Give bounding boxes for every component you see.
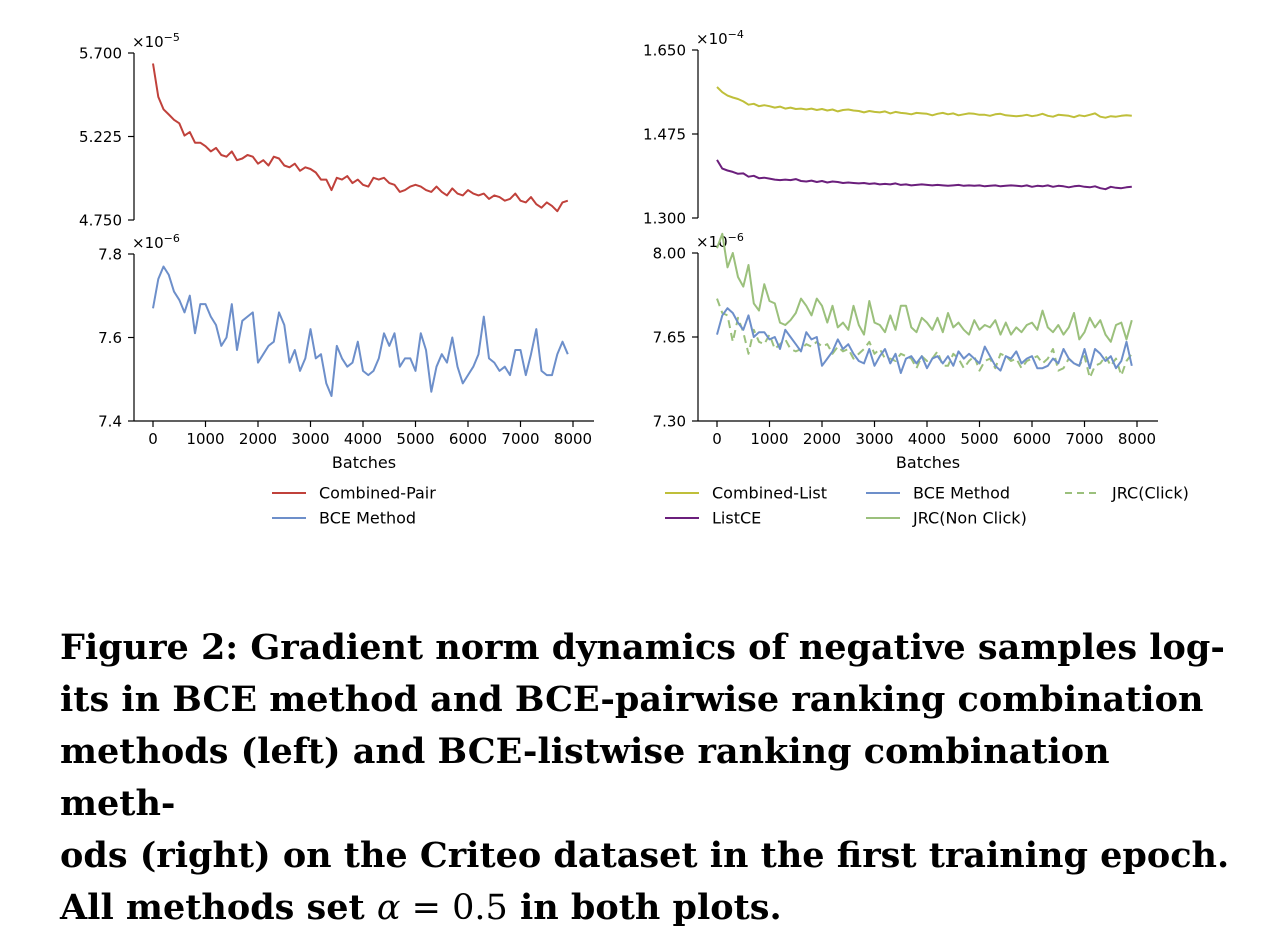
x-tick-label: 4000 (344, 430, 382, 448)
chart-bottom-right: 8.007.657.30×10−60 1000 2000 3000 4000 5000 60… (653, 231, 1158, 472)
caption-suffix: in both plots. (507, 887, 782, 928)
x-tick-label: 0 (712, 430, 722, 448)
x-axis-label: Batches (332, 453, 396, 472)
x-tick-label: 8000 (554, 430, 592, 448)
figure-caption: Figure 2: Gradient norm dynamics of nega… (60, 622, 1230, 934)
legend-label: BCE Method (913, 484, 1010, 503)
x-tick-label: 6000 (1013, 430, 1051, 448)
x-tick-label: 2000 (239, 430, 277, 448)
caption-line: methods (left) and BCE-listwise ranking … (60, 731, 1110, 824)
x-tick-label: 1000 (750, 430, 788, 448)
caption-alpha: α (376, 888, 401, 928)
series-line-combined-pair (152, 63, 569, 213)
y-tick-label: 7.8 (98, 246, 122, 264)
x-axis-label: Batches (896, 453, 960, 472)
x-tick-label: 7000 (501, 430, 539, 448)
series-line-jrc-click- (716, 298, 1133, 379)
x-tick-label: 3000 (291, 430, 329, 448)
x-tick-label: 3000 (855, 430, 893, 448)
legend-label: JRC(Click) (1111, 484, 1189, 503)
legend-left: Combined-Pair BCE Method (272, 484, 436, 528)
chart-top-left: 5.700 5.225 4.750 ×10−5 (79, 31, 569, 230)
scale-exponent: −6 (164, 232, 180, 245)
x-tick-label: 7000 (1065, 430, 1103, 448)
x-tick-label: 0 (148, 430, 158, 448)
scale-offset-label: ×10−5 (132, 31, 180, 51)
series-line-jrc-non-click- (716, 232, 1133, 343)
y-tick-label: 7.4 (98, 413, 122, 431)
x-tick-label: 5000 (396, 430, 434, 448)
y-tick-label: 1.650 (643, 42, 686, 60)
legend-label: BCE Method (319, 509, 416, 528)
x-tick-label: 5000 (960, 430, 998, 448)
x-tick-label: 2000 (803, 430, 841, 448)
scale-exponent: −5 (164, 31, 180, 44)
legend-label: JRC(Non Click) (912, 509, 1027, 528)
caption-prefix: All methods set (60, 887, 377, 928)
caption-line: Figure 2: Gradient norm dynamics of nega… (60, 627, 1225, 668)
legend-label: Combined-Pair (319, 484, 436, 503)
x-tick-label: 4000 (908, 430, 946, 448)
chart-top-right: 1.650 1.475 1.300 ×10−4 (643, 28, 1132, 228)
y-tick-label: 5.700 (79, 45, 122, 63)
y-tick-label: 8.00 (653, 245, 686, 263)
y-tick-label: 7.6 (98, 329, 122, 347)
legend-label: ListCE (712, 509, 761, 528)
x-tick-label: 6000 (449, 430, 487, 448)
series-line-listce (716, 159, 1132, 191)
chart-bottom-left: 7.8 7.6 7.4 ×10−6 0 1000 2000 3000 4000 5000 6000 7… (98, 232, 594, 472)
legend-right: Combined-List ListCE BCE Method JRC(Non Cli… (665, 484, 1189, 528)
caption-line: ods (right) on the Criteo dataset in the… (60, 835, 1230, 876)
series-line-combined-list (716, 86, 1132, 119)
y-tick-label: 7.65 (653, 329, 686, 347)
legend-label: Combined-List (712, 484, 827, 503)
series-line-bce-method (152, 265, 569, 397)
caption-line: its in BCE method and BCE-pairwise ranki… (60, 679, 1204, 720)
y-tick-label: 4.750 (79, 212, 122, 230)
scale-exponent: −6 (728, 231, 744, 244)
caption-alpha-value: = 0.5 (400, 888, 508, 928)
series-line-bce-method (716, 307, 1133, 374)
figure-plots: 5.700 5.225 4.750 ×10−5 7.8 7.6 7.4 ×10−6 0 1000 2… (79, 28, 1189, 528)
y-tick-label: 1.300 (643, 210, 686, 228)
x-tick-label: 8000 (1118, 430, 1156, 448)
caption-line-last: All methods set α = 0.5 in both plots. (60, 882, 1230, 934)
x-tick-label: 1000 (186, 430, 224, 448)
y-tick-label: 1.475 (643, 126, 686, 144)
scale-offset-label: ×10−4 (696, 28, 744, 48)
y-tick-label: 7.30 (653, 413, 686, 431)
y-tick-label: 5.225 (79, 128, 122, 146)
scale-offset-label: ×10−6 (132, 232, 180, 252)
scale-exponent: −4 (728, 28, 744, 41)
